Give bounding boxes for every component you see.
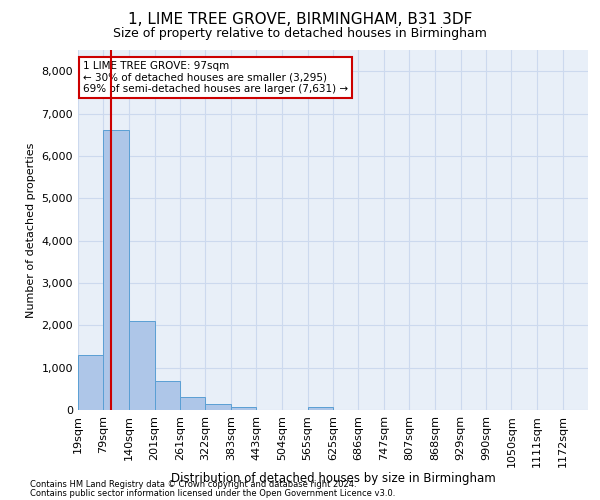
- Text: 1 LIME TREE GROVE: 97sqm
← 30% of detached houses are smaller (3,295)
69% of sem: 1 LIME TREE GROVE: 97sqm ← 30% of detach…: [83, 61, 348, 94]
- Bar: [308, 407, 333, 410]
- Text: Contains HM Land Registry data © Crown copyright and database right 2024.: Contains HM Land Registry data © Crown c…: [30, 480, 356, 489]
- Bar: [155, 381, 180, 410]
- Text: Contains public sector information licensed under the Open Government Licence v3: Contains public sector information licen…: [30, 488, 395, 498]
- Bar: [78, 355, 103, 410]
- X-axis label: Distribution of detached houses by size in Birmingham: Distribution of detached houses by size …: [170, 472, 496, 486]
- Text: Size of property relative to detached houses in Birmingham: Size of property relative to detached ho…: [113, 28, 487, 40]
- Text: 1, LIME TREE GROVE, BIRMINGHAM, B31 3DF: 1, LIME TREE GROVE, BIRMINGHAM, B31 3DF: [128, 12, 472, 28]
- Bar: [103, 130, 129, 410]
- Y-axis label: Number of detached properties: Number of detached properties: [26, 142, 36, 318]
- Bar: [129, 321, 155, 410]
- Bar: [205, 404, 231, 410]
- Bar: [180, 398, 205, 410]
- Bar: [231, 407, 256, 410]
